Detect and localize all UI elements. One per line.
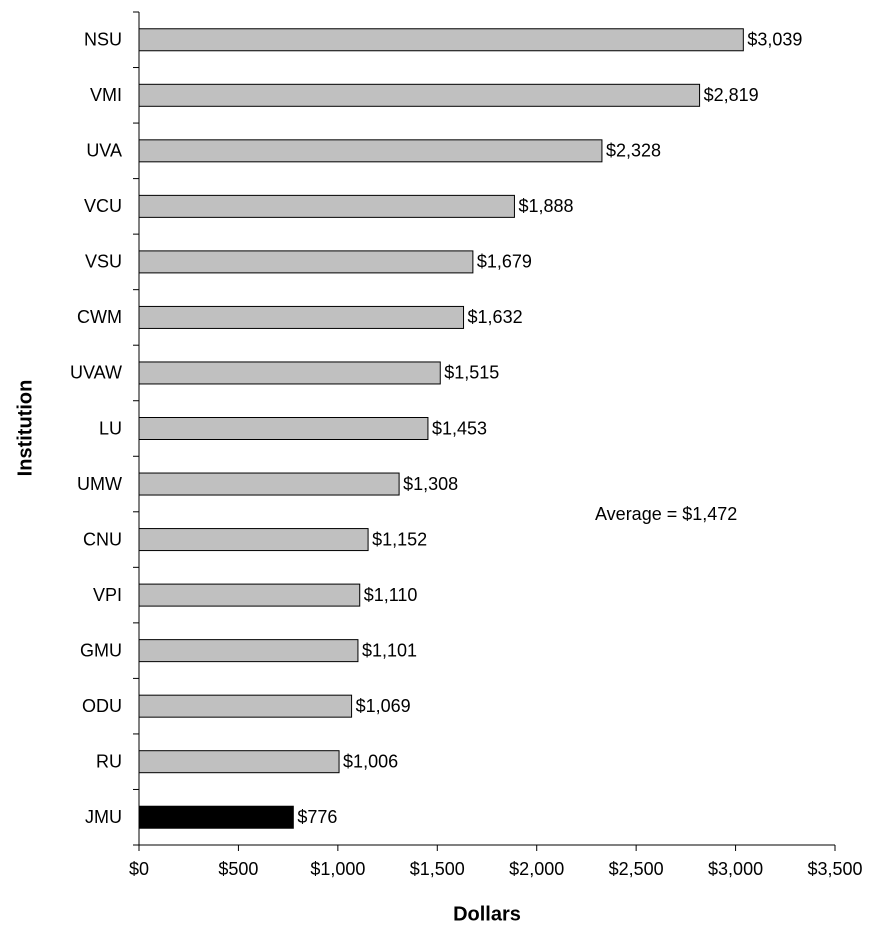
x-tick-label: $1,500 [410, 859, 465, 879]
bar [138, 805, 294, 829]
y-tick-label: CWM [77, 307, 122, 327]
bar [138, 472, 400, 496]
y-tick-label: UVA [86, 141, 122, 161]
bar [138, 194, 515, 218]
value-label: $1,888 [518, 196, 573, 216]
value-label: $2,819 [704, 85, 759, 105]
x-tick-label: $3,500 [807, 859, 862, 879]
x-axis-label: Dollars [453, 903, 521, 925]
bar [138, 750, 340, 774]
y-tick-label: LU [99, 418, 122, 438]
y-tick-label: VPI [93, 585, 122, 605]
value-label: $1,110 [364, 585, 418, 605]
y-tick-label: VMI [90, 85, 122, 105]
annotation: Average = $1,472 [595, 504, 737, 524]
bar [138, 361, 441, 385]
value-label: $1,101 [362, 640, 417, 660]
y-tick-label: VSU [85, 252, 122, 272]
bar [138, 28, 744, 52]
value-label: $1,308 [403, 474, 458, 494]
bar [138, 83, 701, 107]
bar [138, 583, 361, 607]
value-label: $1,515 [444, 363, 499, 383]
value-label: $1,069 [356, 696, 411, 716]
y-tick-label: UVAW [70, 363, 122, 383]
x-tick-label: $2,500 [609, 859, 664, 879]
bar [138, 694, 353, 718]
x-tick-label: $3,000 [708, 859, 763, 879]
y-tick-label: RU [96, 751, 122, 771]
bar [138, 305, 465, 329]
y-tick-label: UMW [77, 474, 122, 494]
y-tick-label: GMU [80, 640, 122, 660]
value-label: $1,632 [468, 307, 523, 327]
value-label: $776 [297, 807, 337, 827]
y-tick-label: NSU [84, 30, 122, 50]
bar [138, 639, 359, 663]
value-label: $1,679 [477, 252, 532, 272]
x-tick-label: $500 [218, 859, 258, 879]
value-label: $3,039 [747, 30, 802, 50]
value-label: $1,152 [372, 529, 427, 549]
y-tick-label: VCU [84, 196, 122, 216]
x-tick-label: $2,000 [509, 859, 564, 879]
bar [138, 528, 369, 552]
bar [138, 250, 474, 274]
bar [138, 139, 603, 163]
value-label: $1,453 [432, 418, 487, 438]
y-axis-label: Institution [14, 380, 36, 477]
value-label: $2,328 [606, 141, 661, 161]
bar [138, 417, 429, 440]
x-tick-label: $1,000 [310, 859, 365, 879]
y-tick-label: ODU [82, 696, 122, 716]
y-tick-label: JMU [85, 807, 122, 827]
x-tick-label: $0 [129, 859, 149, 879]
y-tick-label: CNU [83, 529, 122, 549]
value-label: $1,006 [343, 751, 398, 771]
